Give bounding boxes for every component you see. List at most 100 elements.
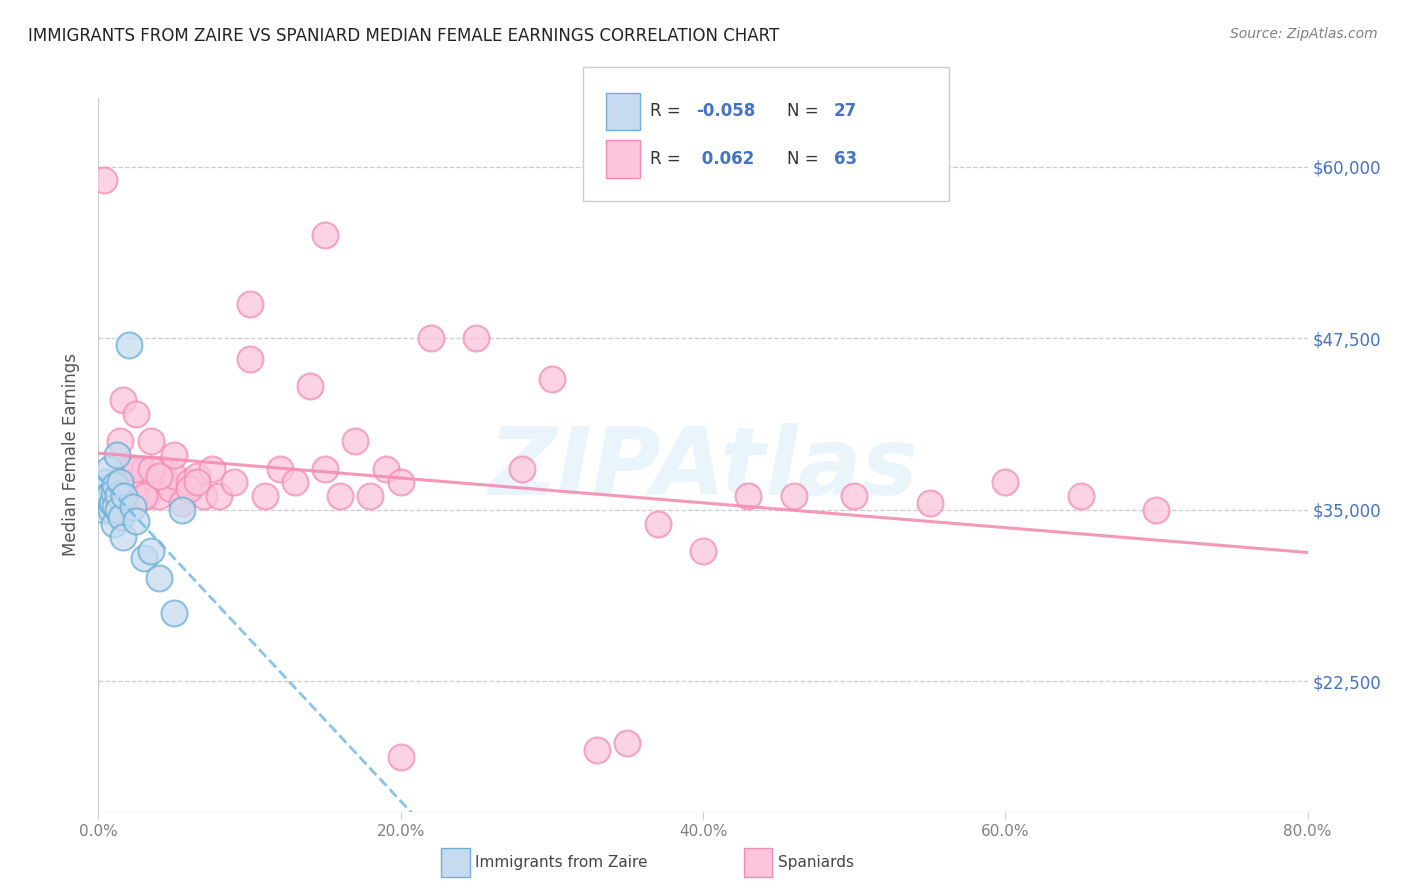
Y-axis label: Median Female Earnings: Median Female Earnings [62, 353, 80, 557]
Point [163, 468, 186, 483]
Point [105, 448, 128, 462]
Point [284, 475, 307, 490]
Text: Immigrants from Zaire: Immigrants from Zaire [475, 855, 648, 870]
Text: N =: N = [787, 103, 824, 120]
Point [239, 297, 262, 311]
Point [107, 503, 129, 517]
Point [103, 516, 125, 531]
Point [269, 461, 291, 475]
Point [783, 489, 806, 503]
Point [163, 448, 186, 462]
Point [111, 530, 134, 544]
Point [135, 489, 157, 503]
Point [179, 475, 201, 490]
Text: R =: R = [650, 150, 686, 168]
Point [148, 571, 170, 585]
Text: 0.062: 0.062 [696, 150, 754, 168]
Point [148, 468, 170, 483]
Point [170, 496, 193, 510]
Point [100, 503, 122, 517]
Point [1144, 503, 1167, 517]
Text: R =: R = [650, 103, 686, 120]
Point [360, 489, 382, 503]
Point [100, 489, 122, 503]
Point [420, 331, 443, 345]
Point [329, 489, 352, 503]
Point [186, 475, 208, 490]
Point [93, 173, 115, 187]
Text: N =: N = [787, 150, 824, 168]
Point [94, 475, 117, 490]
Point [91, 482, 114, 496]
Text: -0.058: -0.058 [696, 103, 755, 120]
Point [122, 500, 145, 514]
Point [125, 514, 148, 528]
Point [98, 461, 121, 475]
Point [239, 351, 262, 366]
Point [224, 475, 246, 490]
Point [692, 544, 714, 558]
Text: 63: 63 [834, 150, 856, 168]
Point [121, 461, 143, 475]
Point [918, 496, 941, 510]
Point [103, 496, 125, 510]
Point [107, 488, 129, 502]
Point [148, 489, 170, 503]
Point [141, 461, 163, 475]
Point [389, 475, 412, 490]
Point [193, 489, 215, 503]
Point [994, 475, 1017, 490]
Point [128, 475, 150, 490]
Point [104, 499, 127, 513]
Point [1070, 489, 1092, 503]
Text: ZIPAtlas: ZIPAtlas [488, 423, 918, 516]
Point [586, 743, 609, 757]
Point [186, 468, 208, 483]
Point [163, 606, 186, 620]
Point [125, 407, 148, 421]
Point [160, 482, 183, 496]
Point [314, 228, 336, 243]
Point [465, 331, 488, 345]
Text: Source: ZipAtlas.com: Source: ZipAtlas.com [1230, 27, 1378, 41]
Point [118, 338, 141, 352]
Text: Spaniards: Spaniards [778, 855, 853, 870]
Point [616, 736, 638, 750]
Point [132, 461, 155, 475]
Point [105, 475, 128, 490]
Point [125, 461, 148, 475]
Point [201, 461, 224, 475]
Point [647, 516, 669, 531]
Point [103, 486, 125, 500]
Point [96, 489, 118, 503]
Point [141, 434, 163, 449]
Point [253, 489, 276, 503]
Point [141, 544, 163, 558]
Point [737, 489, 759, 503]
Point [540, 372, 562, 386]
Point [374, 461, 396, 475]
Point [208, 489, 231, 503]
Point [104, 478, 127, 492]
Point [344, 434, 367, 449]
Point [108, 475, 131, 490]
Point [145, 475, 167, 490]
Point [111, 392, 134, 407]
Point [112, 489, 135, 503]
Point [118, 475, 141, 490]
Point [132, 550, 155, 565]
Point [93, 503, 115, 517]
Point [108, 434, 131, 449]
Point [179, 482, 201, 496]
Point [150, 461, 173, 475]
Point [389, 749, 412, 764]
Point [510, 461, 533, 475]
Text: IMMIGRANTS FROM ZAIRE VS SPANIARD MEDIAN FEMALE EARNINGS CORRELATION CHART: IMMIGRANTS FROM ZAIRE VS SPANIARD MEDIAN… [28, 27, 779, 45]
Point [110, 509, 132, 524]
Point [101, 496, 124, 510]
Text: 27: 27 [834, 103, 858, 120]
Point [155, 475, 177, 490]
Point [170, 503, 193, 517]
Point [844, 489, 866, 503]
Point [132, 489, 155, 503]
